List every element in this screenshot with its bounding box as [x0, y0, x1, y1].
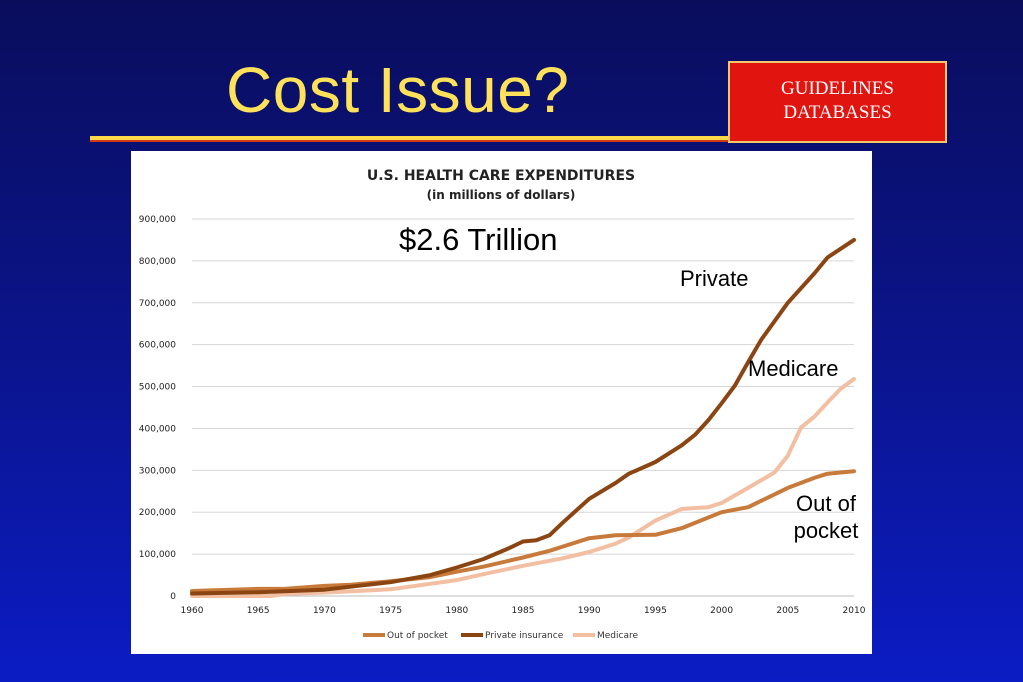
chart-subtitle: (in millions of dollars) — [427, 188, 576, 202]
y-tick-label: 600,000 — [139, 341, 176, 351]
y-tick-label: 900,000 — [139, 215, 176, 225]
oop-label-line-1: Out of — [796, 491, 856, 516]
y-tick-label: 400,000 — [139, 424, 176, 434]
total-annotation: $2.6 Trillion — [399, 222, 558, 257]
x-tick-label: 2005 — [776, 606, 799, 616]
x-tick-label: 1990 — [578, 606, 601, 616]
private-series-label: Private — [680, 266, 749, 291]
oop-label-line-2: pocket — [793, 518, 859, 543]
y-tick-label: 200,000 — [139, 508, 176, 518]
x-tick-label: 1980 — [445, 606, 468, 616]
chart-panel: U.S. HEALTH CARE EXPENDITURES (in millio… — [131, 151, 872, 654]
tag-line-2: DATABASES — [783, 102, 892, 123]
x-tick-label: 1975 — [379, 606, 402, 616]
chart-title: U.S. HEALTH CARE EXPENDITURES — [367, 168, 635, 184]
y-tick-label: 700,000 — [139, 299, 176, 309]
legend-label: Medicare — [597, 631, 638, 641]
y-tick-label: 0 — [170, 592, 176, 602]
x-tick-label: 1995 — [644, 606, 667, 616]
guidelines-databases-box: GUIDELINES DATABASES — [728, 61, 947, 143]
series-line-out-of-pocket — [190, 469, 856, 593]
x-tick-label: 1965 — [247, 606, 270, 616]
legend-label: Out of pocket — [387, 631, 448, 641]
legend-label: Private insurance — [485, 631, 564, 641]
expenditures-line-chart: U.S. HEALTH CARE EXPENDITURES (in millio… — [139, 168, 866, 641]
x-tick-label: 1970 — [313, 606, 336, 616]
out-of-pocket-series-label: Out of pocket — [771, 490, 881, 544]
medicare-series-label: Medicare — [748, 356, 839, 381]
y-tick-label: 100,000 — [139, 550, 176, 560]
y-tick-label: 500,000 — [139, 383, 176, 393]
series-line-medicare — [190, 377, 856, 598]
legend: Out of pocket Private insurance Medicare — [363, 631, 638, 641]
series-line-private-insurance — [190, 237, 856, 596]
y-tick-label: 300,000 — [139, 466, 176, 476]
slide-title: Cost Issue? — [226, 54, 570, 126]
y-tick-label: 800,000 — [139, 257, 176, 267]
x-tick-label: 2010 — [843, 606, 866, 616]
title-underline — [90, 136, 730, 142]
x-axis-ticks: 1960 1965 1970 1975 1980 1985 1990 1995 2000 2005… — [181, 606, 866, 616]
tag-line-1: GUIDELINES — [781, 78, 894, 99]
y-axis-ticks: 0 100,000 200,000 300,000 400,000 500,000 600,… — [139, 215, 176, 602]
x-tick-label: 2000 — [710, 606, 733, 616]
x-tick-label: 1985 — [512, 606, 535, 616]
series-lines — [190, 237, 856, 598]
grid-lines — [192, 218, 854, 597]
x-tick-label: 1960 — [181, 606, 204, 616]
